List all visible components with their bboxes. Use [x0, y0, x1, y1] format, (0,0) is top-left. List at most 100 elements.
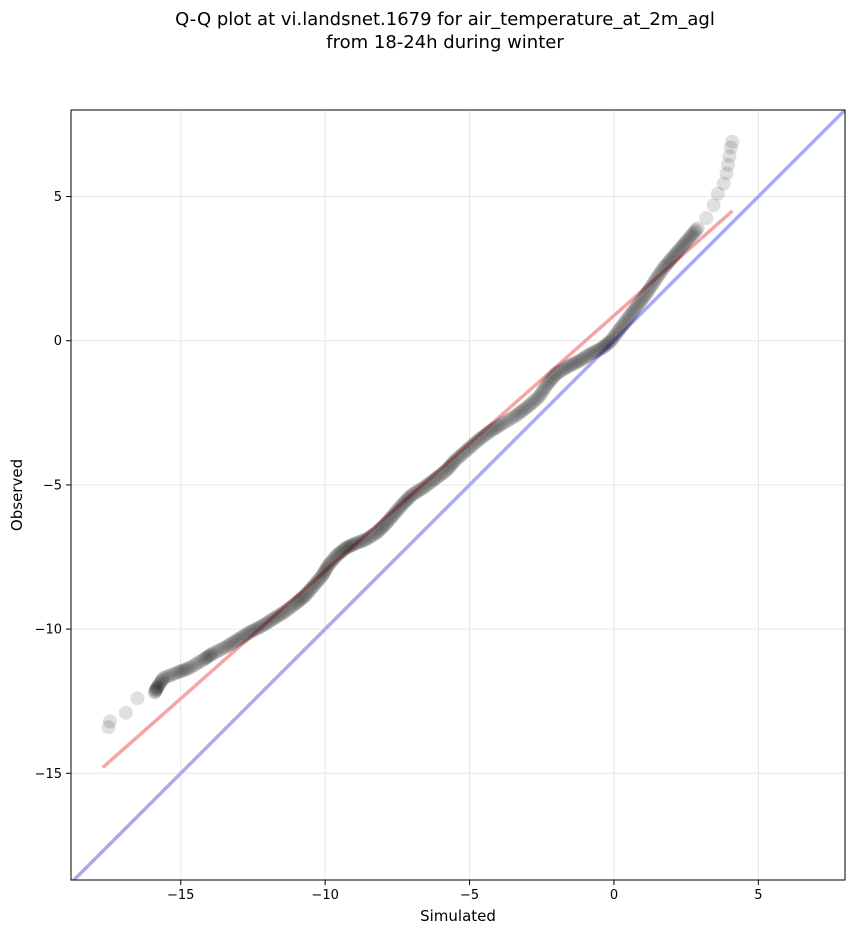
qq-point — [673, 241, 688, 256]
qq-point — [657, 259, 672, 274]
qq-point — [473, 431, 488, 446]
qq-point — [227, 634, 242, 649]
data-points — [101, 134, 740, 735]
qq-point — [645, 276, 660, 291]
qq-point — [593, 341, 608, 356]
qq-point — [687, 224, 702, 239]
qq-point — [439, 463, 454, 478]
qq-point — [319, 562, 334, 577]
qq-point — [647, 274, 662, 289]
qq-point — [246, 623, 261, 638]
qq-point — [451, 450, 466, 465]
qq-point — [348, 536, 363, 551]
qq-point — [150, 680, 165, 695]
qq-point — [683, 229, 698, 244]
qq-point — [299, 587, 314, 602]
qq-point — [508, 408, 523, 423]
qq-point — [180, 661, 195, 676]
qq-point — [334, 544, 349, 559]
qq-point — [546, 370, 561, 385]
qq-point — [574, 352, 589, 367]
qq-point — [264, 613, 279, 628]
qq-point — [501, 413, 516, 428]
qq-point — [680, 233, 695, 248]
chart-title-line-2: from 18-24h during winter — [326, 32, 564, 53]
grid-lines — [71, 110, 845, 880]
qq-point — [350, 535, 365, 550]
x-tick-label: −10 — [311, 888, 338, 903]
qq-point — [279, 603, 294, 618]
qq-point — [443, 458, 458, 473]
qq-point — [336, 542, 351, 557]
qq-point — [347, 537, 362, 552]
qq-point — [241, 626, 256, 641]
qq-point — [412, 483, 427, 498]
qq-point — [406, 486, 421, 501]
qq-point — [637, 289, 652, 304]
qq-point — [130, 691, 145, 706]
qq-point — [617, 316, 632, 331]
y-axis-label: Observed — [8, 459, 26, 531]
qq-point — [539, 379, 554, 394]
qq-point — [608, 327, 623, 342]
qq-point — [496, 415, 511, 430]
qq-point — [250, 621, 265, 636]
qq-point — [231, 632, 246, 647]
qq-point — [270, 609, 285, 624]
qq-point — [325, 553, 340, 568]
qq-point — [378, 516, 393, 531]
qq-point — [153, 675, 168, 690]
qq-point — [198, 651, 213, 666]
qq-point — [303, 582, 318, 597]
qq-point — [556, 362, 571, 377]
qq-point — [151, 678, 166, 693]
y-tick-label: −15 — [35, 767, 62, 782]
qq-point — [326, 551, 341, 566]
qq-point — [664, 251, 679, 266]
qq-point — [661, 254, 676, 269]
qq-point — [425, 473, 440, 488]
qq-point — [510, 407, 525, 422]
qq-point — [658, 258, 673, 273]
qq-point — [484, 423, 499, 438]
qq-point — [503, 411, 518, 426]
qq-point — [716, 176, 731, 191]
qq-point — [653, 265, 668, 280]
qq-point — [102, 714, 117, 729]
qq-point — [368, 526, 383, 541]
qq-point — [154, 674, 169, 689]
qq-point — [627, 302, 642, 317]
qq-point — [235, 629, 250, 644]
qq-point — [375, 519, 390, 534]
qq-point — [223, 637, 238, 652]
qq-point — [161, 669, 176, 684]
qq-point — [534, 385, 549, 400]
qq-point — [476, 428, 491, 443]
qq-point — [624, 306, 639, 321]
qq-point — [212, 643, 227, 658]
qq-point — [341, 539, 356, 554]
x-tick-label: 5 — [754, 888, 762, 903]
qq-point — [394, 498, 409, 513]
qq-point — [457, 444, 472, 459]
qq-point — [520, 400, 535, 415]
qq-point — [332, 546, 347, 561]
qq-point — [689, 222, 704, 237]
qq-point — [163, 668, 178, 683]
qq-point — [152, 676, 167, 691]
qq-point — [562, 358, 577, 373]
qq-point — [651, 268, 666, 283]
qq-point — [461, 441, 476, 456]
qq-point — [204, 647, 219, 662]
qq-point — [239, 627, 254, 642]
fit-line — [101, 209, 734, 769]
qq-point — [290, 594, 305, 609]
qq-point — [424, 475, 439, 490]
qq-point — [512, 405, 527, 420]
qq-point — [710, 186, 725, 201]
qq-point — [671, 243, 686, 258]
qq-point — [404, 488, 419, 502]
qq-point — [528, 393, 543, 408]
qq-point — [553, 364, 568, 379]
qq-point — [354, 534, 369, 549]
